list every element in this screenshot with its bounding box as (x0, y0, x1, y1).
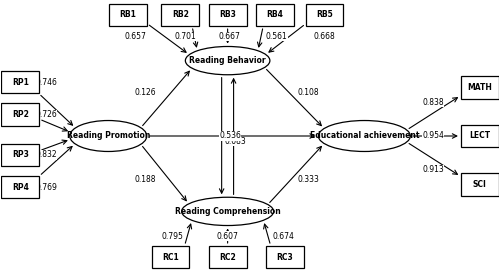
Text: RB1: RB1 (120, 10, 136, 19)
Text: 0.126: 0.126 (135, 88, 156, 97)
FancyBboxPatch shape (208, 246, 246, 268)
Text: 0.333: 0.333 (298, 175, 320, 184)
Text: SCI: SCI (473, 180, 486, 189)
Text: RB2: RB2 (172, 10, 189, 19)
FancyBboxPatch shape (208, 4, 246, 26)
FancyBboxPatch shape (2, 176, 39, 199)
Text: 0.536: 0.536 (219, 131, 241, 141)
Text: 0.108: 0.108 (298, 88, 320, 97)
FancyBboxPatch shape (256, 4, 294, 26)
FancyBboxPatch shape (461, 173, 498, 196)
Text: RB5: RB5 (316, 10, 333, 19)
Text: Educational achievement: Educational achievement (310, 131, 419, 141)
Text: 0.668: 0.668 (314, 32, 336, 41)
Text: Reading Promotion: Reading Promotion (66, 131, 150, 141)
Text: RC1: RC1 (162, 253, 179, 262)
Text: RP1: RP1 (12, 78, 28, 87)
Text: MATH: MATH (468, 83, 492, 92)
FancyBboxPatch shape (461, 76, 498, 99)
Text: RB3: RB3 (219, 10, 236, 19)
Text: 0.667: 0.667 (218, 32, 240, 41)
Text: Reading Comprehension: Reading Comprehension (175, 207, 281, 216)
Text: 0.083: 0.083 (224, 137, 246, 146)
Text: 0.954: 0.954 (422, 131, 444, 141)
Text: 0.832: 0.832 (36, 150, 57, 159)
Ellipse shape (318, 120, 410, 152)
FancyBboxPatch shape (461, 125, 498, 147)
FancyBboxPatch shape (266, 246, 304, 268)
Text: 0.913: 0.913 (422, 165, 444, 174)
Text: RP4: RP4 (12, 183, 28, 192)
Text: 0.561: 0.561 (266, 32, 287, 41)
FancyBboxPatch shape (2, 103, 39, 126)
FancyBboxPatch shape (152, 246, 190, 268)
Text: 0.746: 0.746 (35, 78, 57, 87)
Text: 0.607: 0.607 (216, 232, 238, 241)
Text: 0.769: 0.769 (35, 183, 57, 192)
Text: RB4: RB4 (266, 10, 283, 19)
Text: RC2: RC2 (219, 253, 236, 262)
Text: 0.657: 0.657 (124, 32, 146, 41)
Text: 0.795: 0.795 (162, 232, 184, 241)
Text: RC3: RC3 (276, 253, 293, 262)
Text: 0.838: 0.838 (422, 98, 444, 107)
Text: LECT: LECT (469, 131, 490, 141)
Text: Reading Behavior: Reading Behavior (190, 56, 266, 65)
Text: 0.188: 0.188 (135, 175, 156, 184)
Ellipse shape (186, 47, 270, 75)
FancyBboxPatch shape (2, 144, 39, 166)
Text: RP2: RP2 (12, 110, 28, 119)
FancyBboxPatch shape (2, 71, 39, 94)
Text: 0.674: 0.674 (273, 232, 294, 241)
Ellipse shape (182, 197, 274, 225)
FancyBboxPatch shape (110, 4, 147, 26)
Text: 0.701: 0.701 (174, 32, 196, 41)
Ellipse shape (70, 120, 147, 152)
FancyBboxPatch shape (306, 4, 344, 26)
Text: RP3: RP3 (12, 150, 28, 159)
FancyBboxPatch shape (162, 4, 200, 26)
Text: 0.726: 0.726 (36, 110, 57, 119)
